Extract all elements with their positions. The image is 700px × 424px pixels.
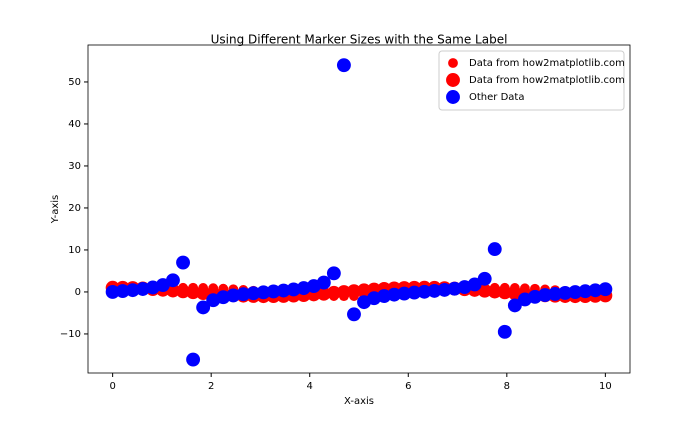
legend-box [438,50,625,111]
x-tick-label: 8 [504,381,510,392]
point [256,285,271,300]
x-axis-label: X-axis [344,396,374,407]
x-tick-label: 0 [109,381,115,392]
point [538,288,552,303]
point [347,307,361,322]
point [397,286,412,301]
point [266,284,281,299]
point [497,324,512,339]
x-tick-label: 10 [599,381,612,392]
y-tick-label: 10 [68,245,81,256]
point [326,285,341,300]
point [487,284,502,299]
x-tick-label: 2 [208,381,214,392]
point [407,285,422,300]
point [598,282,613,297]
y-tick-label: −10 [60,329,81,340]
point [507,298,522,313]
point [186,285,201,300]
legend-label: Data from how2matplotlib.com [469,58,625,69]
point [548,287,563,301]
point [176,284,190,299]
point [326,266,341,281]
x-tick-label: 6 [405,381,411,392]
point [276,283,291,298]
point [357,283,371,298]
x-tick-label: 4 [307,381,313,392]
point [286,282,301,297]
point [347,284,361,299]
point [316,275,331,290]
point [477,271,492,286]
legend-marker [446,73,460,87]
point [316,286,331,301]
y-tick-label: 40 [68,119,81,130]
point [437,282,452,297]
point [387,287,402,302]
point [427,283,442,298]
point [507,286,522,301]
point [196,300,211,315]
y-tick-label: 30 [68,161,81,172]
point [336,58,351,73]
point [568,285,583,300]
legend-marker [448,58,458,68]
point [166,273,180,288]
point [578,284,593,299]
legend-label: Other Data [469,92,524,103]
legend-marker [446,90,460,104]
legend: Data from how2matplotlib.com Data from ho… [438,50,625,111]
point [115,284,130,299]
point [467,277,482,292]
point [176,255,190,270]
point [477,283,492,298]
chart-title: Using Different Marker Sizes with the Sa… [211,33,508,47]
point [236,287,251,302]
plot-frame [87,44,631,374]
legend-label: Data from how2matplotlib.com [469,75,625,86]
point [105,285,120,299]
point [497,285,512,300]
point [186,352,201,367]
y-tick-label: 20 [68,203,81,214]
point [588,283,603,298]
point [417,284,432,299]
y-tick-label: 0 [75,287,81,298]
y-tick-label: 50 [68,77,81,88]
y-axis-label: Y-axis [50,195,61,225]
point [336,285,351,299]
point [125,283,140,298]
point [487,242,502,257]
point [558,286,573,300]
point [246,286,261,301]
point [196,286,211,300]
